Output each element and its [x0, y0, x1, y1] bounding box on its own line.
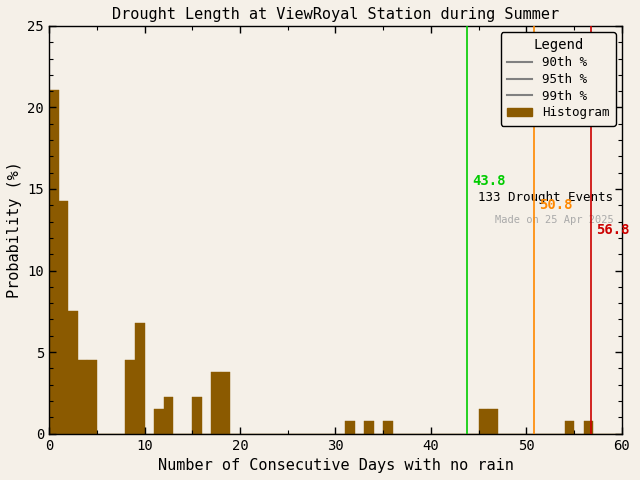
Bar	[59, 201, 68, 433]
Bar	[564, 421, 574, 433]
Bar	[345, 421, 355, 433]
Bar	[164, 397, 173, 433]
Bar	[77, 360, 87, 433]
Bar	[49, 90, 59, 433]
Bar	[135, 323, 145, 433]
Bar	[68, 311, 77, 433]
Text: 133 Drought Events: 133 Drought Events	[478, 191, 613, 204]
Text: 50.8: 50.8	[539, 198, 572, 212]
Bar	[192, 397, 202, 433]
Y-axis label: Probability (%): Probability (%)	[7, 161, 22, 298]
Legend: 90th %, 95th %, 99th %, Histogram: 90th %, 95th %, 99th %, Histogram	[500, 32, 616, 126]
Bar	[211, 372, 221, 433]
Bar	[479, 409, 488, 433]
Bar	[154, 409, 164, 433]
Bar	[87, 360, 97, 433]
Bar	[584, 421, 593, 433]
Bar	[221, 372, 230, 433]
Text: 43.8: 43.8	[472, 174, 506, 188]
Bar	[125, 360, 135, 433]
Bar	[364, 421, 374, 433]
Bar	[383, 421, 393, 433]
X-axis label: Number of Consecutive Days with no rain: Number of Consecutive Days with no rain	[157, 458, 513, 473]
Text: 56.8: 56.8	[596, 223, 630, 237]
Text: Made on 25 Apr 2025: Made on 25 Apr 2025	[495, 216, 613, 226]
Title: Drought Length at ViewRoyal Station during Summer: Drought Length at ViewRoyal Station duri…	[112, 7, 559, 22]
Bar	[488, 409, 498, 433]
